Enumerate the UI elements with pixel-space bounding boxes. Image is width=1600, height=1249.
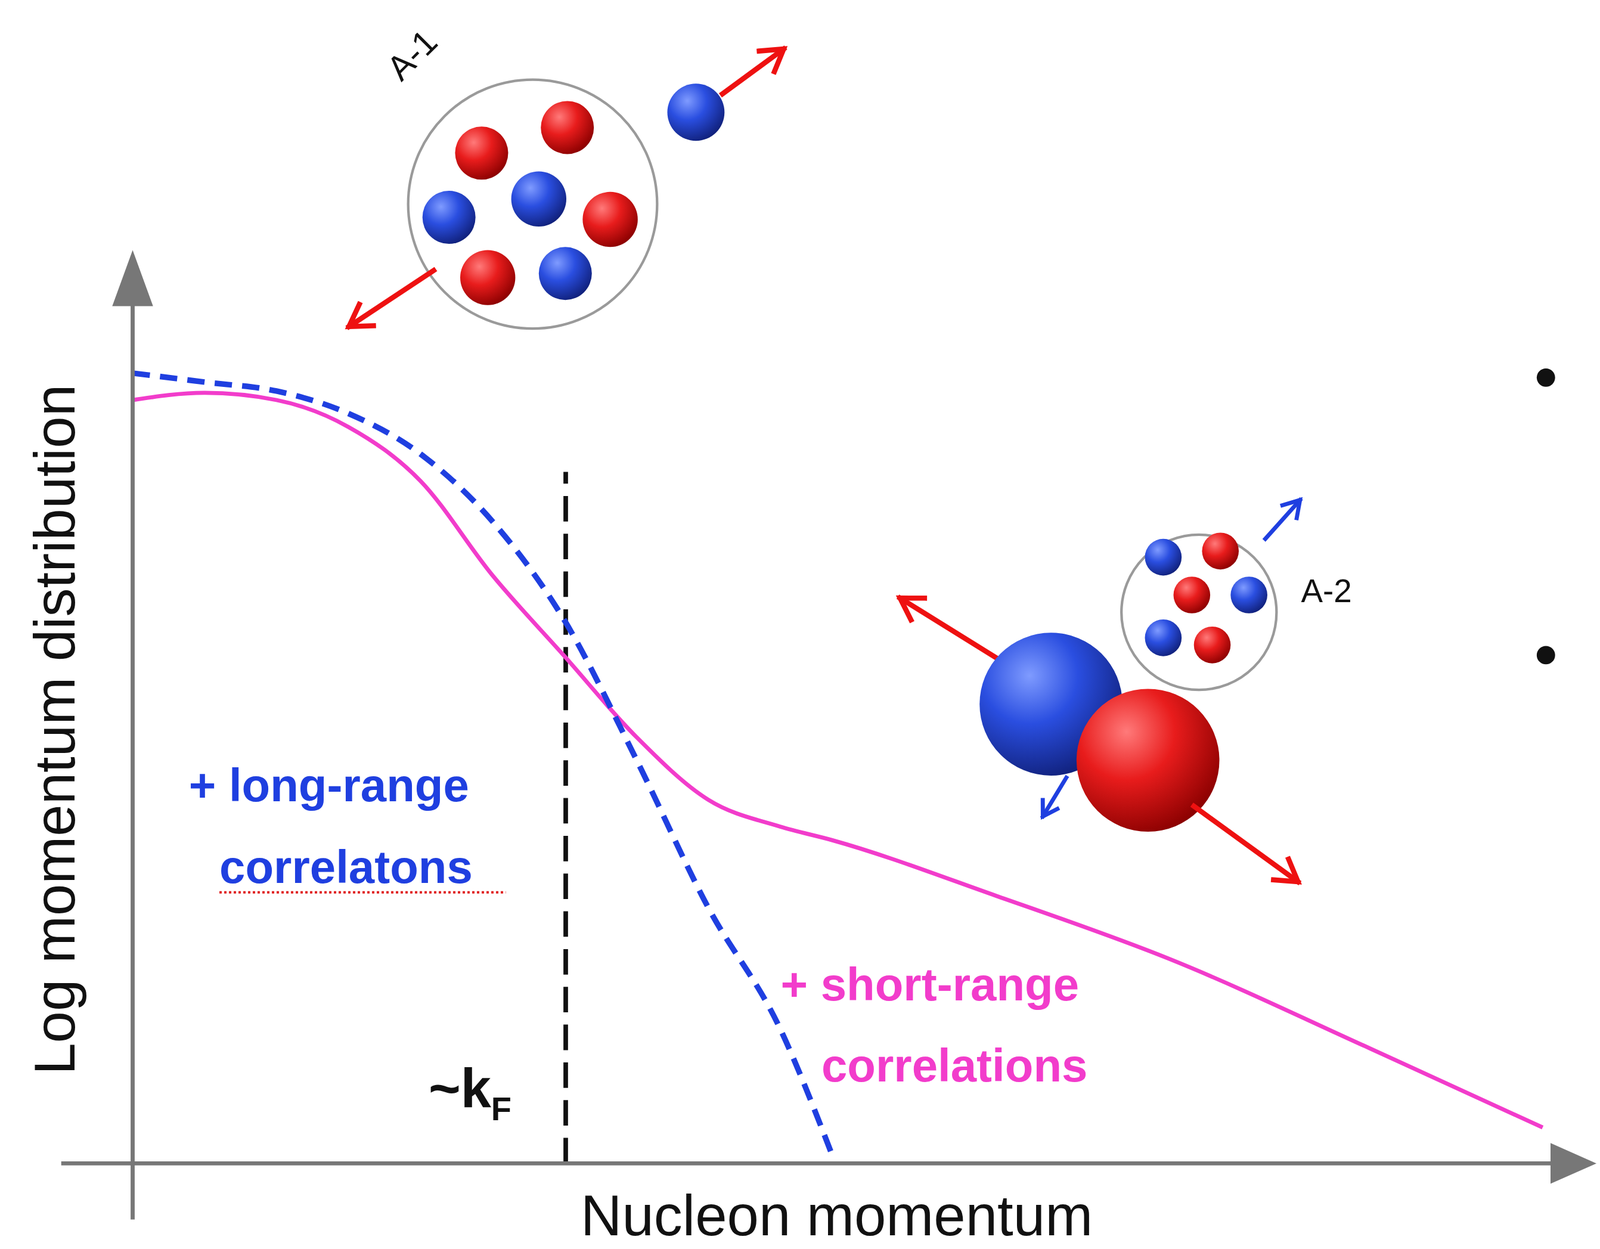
svg-text:A-2: A-2 <box>1300 572 1352 610</box>
svg-text:+ long-range: + long-range <box>188 758 470 812</box>
svg-text:Log momentum distribution: Log momentum distribution <box>22 384 87 1075</box>
svg-text:correlatons: correlatons <box>219 840 473 893</box>
svg-text:correlations: correlations <box>821 1039 1088 1092</box>
svg-text:+ short-range: + short-range <box>780 957 1079 1011</box>
svg-text:A-1: A-1 <box>379 22 445 88</box>
svg-text:~kF: ~kF <box>428 1057 512 1128</box>
svg-text:Nucleon momentum: Nucleon momentum <box>580 1183 1093 1248</box>
